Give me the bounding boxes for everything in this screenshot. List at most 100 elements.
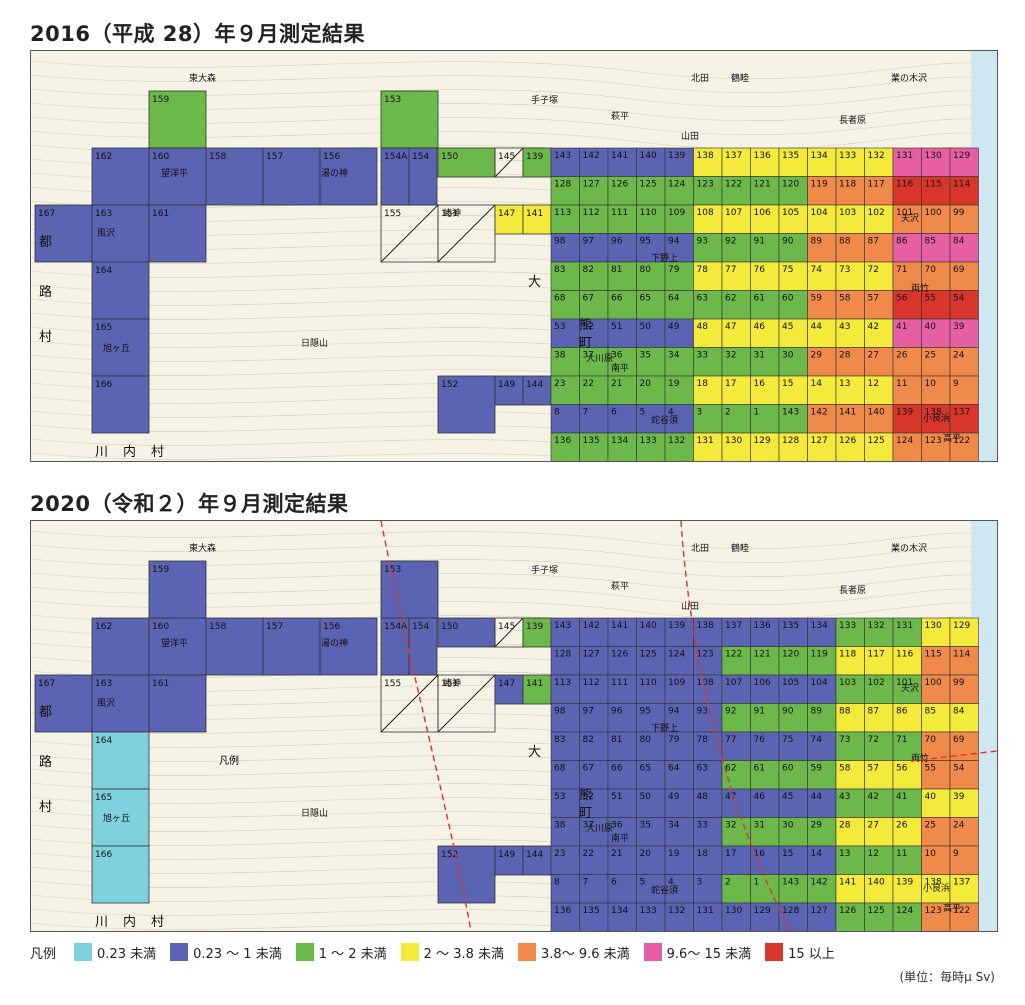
contour-line	[31, 74, 997, 93]
cell-label: 70	[925, 265, 937, 275]
cell-label: 38	[554, 821, 566, 831]
legend-swatch	[765, 943, 784, 961]
cell-label: 74	[811, 265, 823, 275]
place-name: 萩平	[611, 581, 629, 592]
cell-label: 57	[868, 764, 879, 774]
grid-cell	[835, 874, 865, 904]
grid-cell	[750, 432, 780, 461]
cell-label: 165	[95, 793, 112, 803]
grid-cell	[636, 617, 666, 647]
grid-cell	[835, 318, 865, 348]
place-name: 南平	[611, 362, 629, 374]
cell-label: 84	[953, 707, 965, 717]
cell-label: 81	[611, 735, 622, 745]
cell-label: 133	[640, 436, 657, 446]
cell-label: 154	[412, 152, 429, 162]
place-name: 村	[151, 915, 164, 930]
cell-label: 112	[583, 208, 600, 218]
cell-label: 69	[953, 265, 965, 275]
grid-cell	[921, 233, 951, 263]
cell-label: 128	[782, 906, 799, 916]
cell-label: 107	[725, 678, 742, 688]
grid-cell	[636, 874, 666, 904]
place-name: 内	[123, 444, 136, 460]
grid-cell	[949, 902, 979, 931]
cell-label: 133	[640, 906, 657, 916]
cell-label: 142	[811, 878, 828, 888]
cell-label: 62	[725, 764, 736, 774]
cell-label: 137	[953, 408, 970, 418]
cell-label: 5	[640, 878, 646, 888]
cell-label: 137	[725, 151, 742, 161]
cell-label: 106	[754, 208, 771, 218]
legend-item: 0.23 ～ 1 未満	[170, 943, 282, 962]
cell-label: 68	[554, 764, 566, 774]
grid-cell	[835, 233, 865, 263]
cell-label: 106	[754, 678, 771, 688]
place-name: 小良浜	[923, 882, 950, 894]
grid-cell	[636, 646, 666, 676]
map-2020[interactable]: 159 153 162 160 158 157 156 154A 154 150 145 139 167…	[30, 520, 998, 932]
cell-label: 23	[554, 849, 565, 859]
grid-cell	[750, 318, 780, 348]
grid-cell	[949, 432, 979, 461]
grid-cell	[892, 318, 922, 348]
cell-label: 141	[611, 151, 628, 161]
grid-cell	[664, 703, 694, 733]
cell-label: 96	[611, 707, 623, 717]
cell-label: 143	[782, 408, 799, 418]
place-name: 業の木沢	[891, 542, 927, 554]
cell-label: 142	[583, 621, 600, 631]
grid-cell	[778, 874, 808, 904]
cell-label: 112	[583, 678, 600, 688]
grid-cell	[664, 147, 694, 177]
grid-cell	[693, 261, 723, 291]
grid-cell	[664, 845, 694, 875]
grid-cell	[636, 760, 666, 790]
grid-cell	[835, 261, 865, 291]
cell-label: 17	[725, 849, 736, 859]
grid-cell	[91, 375, 150, 434]
place-name: 山田	[681, 131, 699, 142]
cell-label: 127	[583, 180, 600, 190]
grid-cell	[636, 788, 666, 818]
cell-label: 147	[498, 679, 515, 689]
grid-cell	[721, 404, 751, 434]
cell-label: 35	[640, 351, 651, 361]
map-2016[interactable]: 159 153 162 160 158 157 156 154A 154 150 145 139 167…	[30, 50, 998, 462]
grid-cell	[864, 731, 894, 761]
cell-label: 139	[896, 878, 913, 888]
grid-cell	[750, 176, 780, 206]
cell-label: 151	[441, 209, 458, 219]
grid-cell	[721, 204, 751, 234]
cell-label: 87	[868, 707, 879, 717]
cell-label: 133	[839, 621, 856, 631]
cell-label: 144	[526, 850, 543, 860]
grid-cell	[807, 845, 837, 875]
grid-cell	[807, 874, 837, 904]
place-name: 村	[39, 330, 52, 345]
cell-label: 119	[811, 650, 828, 660]
cell-label: 5	[640, 408, 646, 418]
cell-label: 26	[896, 821, 908, 831]
cell-label: 51	[611, 792, 622, 802]
cell-label: 56	[896, 294, 908, 304]
grid-cell	[750, 375, 780, 405]
grid-cell	[494, 674, 524, 705]
cell-label: 58	[839, 764, 851, 774]
grid-cell	[380, 90, 439, 149]
cell-label: 158	[209, 152, 226, 162]
grid-cell	[864, 233, 894, 263]
grid-cell	[949, 404, 979, 434]
cell-label: 36	[611, 351, 623, 361]
grid-cell	[550, 347, 580, 377]
grid-cell	[835, 404, 865, 434]
grid-cell	[579, 375, 609, 405]
cell-label: 34	[668, 351, 680, 361]
cell-label: 149	[498, 380, 515, 390]
place-name: 村	[151, 445, 164, 460]
cell-diagonal	[494, 147, 524, 178]
grid-cell	[693, 845, 723, 875]
cell-label: 122	[725, 180, 742, 190]
cell-label: 123	[697, 180, 714, 190]
